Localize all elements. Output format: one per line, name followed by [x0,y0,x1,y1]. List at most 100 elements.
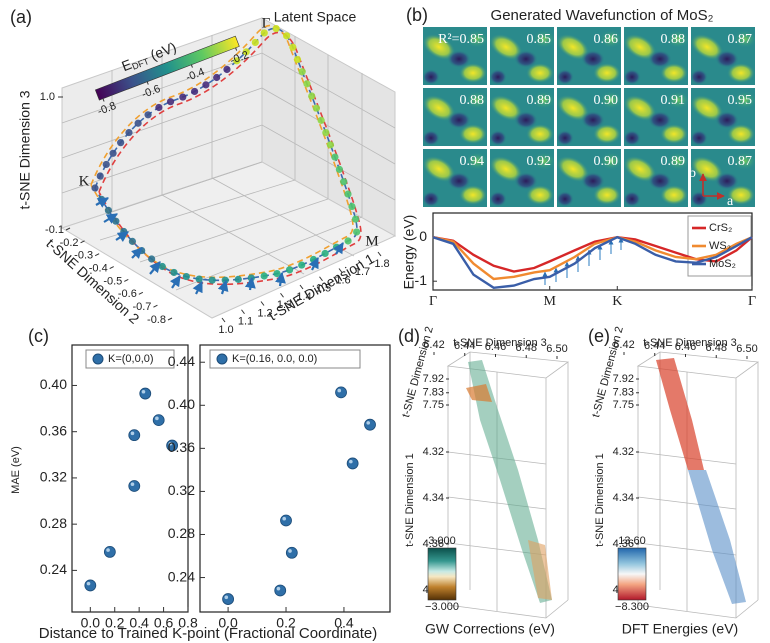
trajectory-dots [91,24,361,284]
x-tick-mark [299,284,304,290]
z-tick-label: 1.0 [40,91,55,103]
x-tick-label: 1.8 [374,258,389,270]
colorbar-bar [617,547,647,601]
tile-label: 0.95 [728,93,753,108]
y-tick-label: -0.3 [74,250,93,262]
trajectory-dot [322,128,330,137]
legend-label: K=(0.16, 0.0, 0.0) [232,353,317,365]
trajectory-dot [109,149,117,157]
y-tick-label: -0.6 [118,288,137,300]
z-axis-label: t-SNE Dimension 3 [17,90,33,209]
arrows [95,197,344,295]
colorbar-bar [94,35,240,101]
trajectory-dot [272,24,280,33]
trajectory-dot [344,237,352,245]
x-tick-mark [241,309,245,315]
scatter-point [84,579,97,592]
x-tick-label: 1.3 [277,299,292,311]
point-highlight [282,516,287,521]
trajectory-dot [340,178,348,186]
axis1-tick-label: 4.36 [613,538,634,550]
point-highlight [130,482,135,487]
point-highlight [168,441,173,446]
x-tick-label: 1.7 [355,266,370,278]
point-cloud [528,540,552,600]
point-highlight [349,459,353,464]
trajectory-dot [102,160,110,169]
plot-frame [199,344,391,613]
tile-label: 0.92 [527,154,552,169]
trajectory-dot [134,119,142,127]
axis3-tick-label: 6.44 [454,340,475,352]
scatter-point [285,546,298,559]
y-tick-label: -0.5 [103,275,122,287]
trajectory-dot [155,103,163,112]
axis2-tick-label: 7.83 [423,387,444,399]
point-highlight [276,586,281,591]
trajectory-dot [289,43,297,51]
band-arrows [542,237,624,285]
y-tick-mark [94,253,100,257]
latent-box [60,17,397,319]
x-tick-label: Γ [429,294,437,309]
panel-label: (b) [406,5,428,25]
axis3-tick-label: 6.44 [644,340,665,352]
trajectory-dot [234,275,242,283]
scatter-point [274,584,287,597]
axis1-tick-label: 4.34 [613,492,634,504]
y-tick-mark [109,266,114,270]
trajectory-dot [166,98,175,106]
trajectory-dot [223,65,231,74]
axis2-tick-label: 7.75 [613,399,634,411]
trajectory-dot [298,68,306,76]
legend-label: CrS₂ [709,222,732,234]
trajectory-dot [273,269,281,278]
axis3-tick-label: 6.48 [706,342,727,354]
legend-label: MoS₂ [709,258,736,270]
x-tick-mark [319,276,323,282]
y-tick-label: -0.1 [45,224,64,236]
trajectory-dot [326,141,335,149]
band-line [432,235,753,281]
x-tick-label: 1.6 [335,274,350,286]
point-highlight [224,595,229,600]
point-label: Γ [262,15,271,31]
axis1-tick-label: 4.32 [613,446,634,458]
x-tick-label: M [543,294,556,309]
x-tick-label: 1.1 [238,316,253,328]
axis3-label: t-SNE Dimension 3 [643,337,737,349]
y-tick-label: 0.28 [40,515,67,531]
trajectory-dot [308,92,316,100]
y-tick-label: 0.32 [40,469,67,485]
point-highlight [141,389,146,394]
trajectory-dot [190,87,199,96]
panel-label: (a) [10,7,32,27]
plot-frame [432,212,753,291]
trajectory-dot [351,215,360,223]
x-tick-label: 0.0 [218,615,238,631]
point-cloud [466,384,492,402]
point-label: M [365,233,378,249]
tile-label: 0.94 [460,154,485,169]
x-axis-label: Distance to Trained K-point (Fractional … [39,625,378,642]
panel-label: (c) [28,326,49,346]
x-tick-label: 1.2 [257,307,272,319]
y-tick-label: 0.40 [40,376,67,392]
trajectory-dot [298,261,306,269]
axis3-tick-label: 6.50 [546,343,567,355]
tile-label: 0.90 [594,154,619,169]
scatter-point [222,593,234,605]
plot-frame [71,344,189,613]
x-tick-label: 0.4 [334,615,354,631]
trajectory-dot [170,268,178,277]
trajectory-dot [117,139,125,147]
trajectory-dot [251,38,259,47]
colorbar-tick-label: −3.000 [425,601,459,613]
lattice-label: b [689,166,696,181]
legend-box [85,349,175,369]
colorbar-tick-label: −8.300 [615,601,649,613]
x-axis-label: DFT Energies (eV) [622,621,738,637]
y-tick-label: -0.2 [60,237,79,249]
axis2-tick-label: 7.92 [423,373,444,385]
